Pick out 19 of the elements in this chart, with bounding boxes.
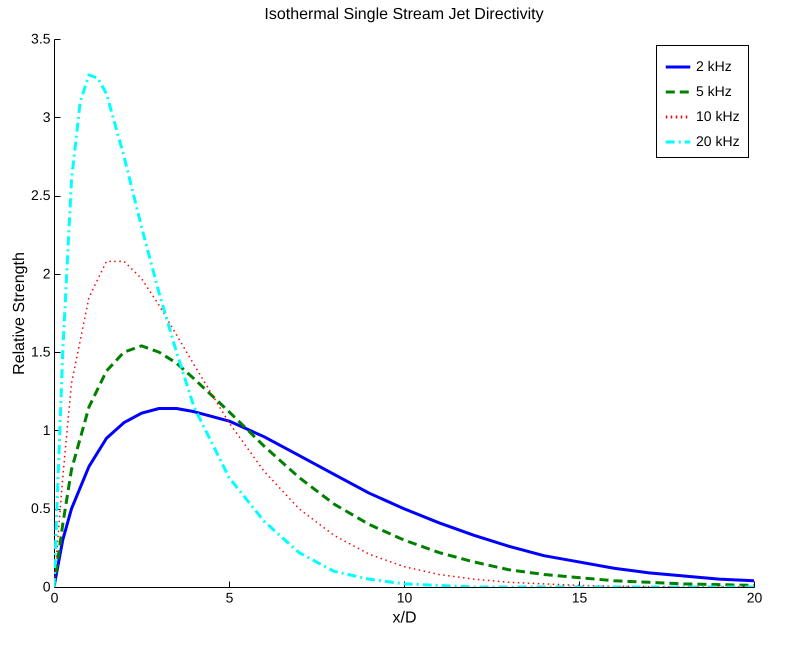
y-tick-label: 1.5 (31, 344, 51, 360)
y-tick-label: 1 (42, 422, 51, 438)
y-tick-label: 3.5 (31, 30, 51, 46)
x-tick-label: 20 (746, 590, 762, 606)
legend-label: 10 kHz (696, 108, 740, 124)
legend-label: 5 kHz (696, 83, 732, 99)
x-axis-title: x/D (392, 610, 416, 626)
y-tick-label: 0 (42, 578, 51, 594)
y-tick-label: 2.5 (31, 187, 51, 204)
x-tick-label: 10 (396, 590, 412, 606)
x-tick-label: 15 (572, 590, 588, 606)
y-tick-label: 0.5 (31, 500, 51, 516)
chart-title: Isothermal Single Stream Jet Directivity (264, 6, 544, 23)
y-tick-label: 2 (42, 265, 51, 282)
legend-label: 20 kHz (696, 133, 740, 149)
y-tick-label: 3 (42, 108, 51, 125)
x-tick-label: 5 (226, 590, 234, 606)
y-axis-title: Relative Strength (11, 252, 28, 375)
legend-label: 2 kHz (696, 58, 732, 74)
